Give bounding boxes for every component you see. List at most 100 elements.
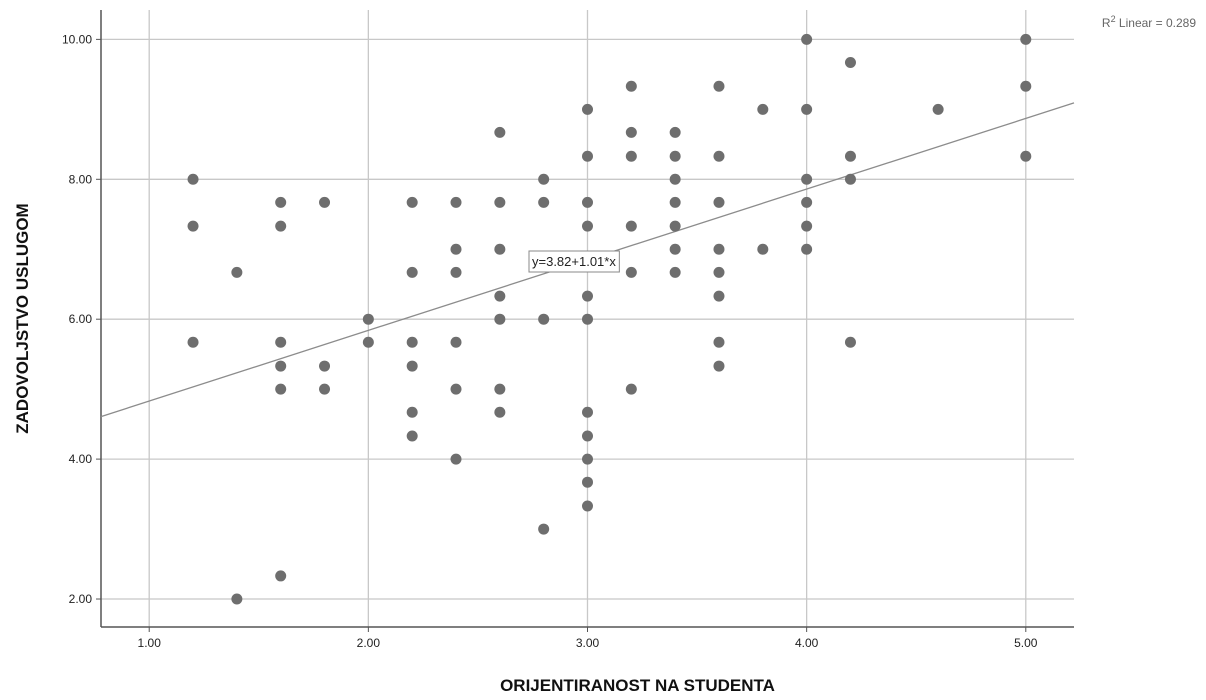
data-point	[757, 243, 769, 255]
data-point	[406, 266, 418, 278]
data-point	[669, 150, 681, 162]
data-point	[713, 243, 725, 255]
y-tick-label: 10.00	[62, 32, 92, 46]
data-point	[582, 406, 593, 418]
data-point	[844, 150, 856, 162]
data-point	[275, 220, 287, 232]
data-point	[713, 150, 725, 162]
data-point	[450, 196, 462, 208]
data-point	[1020, 80, 1032, 92]
data-point	[757, 103, 769, 115]
data-point	[450, 243, 462, 255]
data-point	[275, 336, 287, 348]
data-point	[582, 220, 593, 232]
data-point	[275, 360, 287, 372]
data-point	[582, 476, 593, 488]
data-point	[801, 33, 813, 45]
data-point	[494, 126, 506, 138]
fit-equation-box	[528, 250, 620, 273]
y-tick-labels: 2.00 4.00 6.00 8.00 10.00	[62, 32, 101, 606]
data-point	[319, 383, 331, 395]
x-tick-labels: 1.00 2.00 3.00 4.00 5.00	[138, 627, 1038, 650]
data-point	[625, 266, 637, 278]
data-point	[625, 150, 637, 162]
y-tick-label: 4.00	[69, 452, 93, 466]
data-point	[713, 290, 725, 302]
data-point	[187, 173, 199, 185]
y-tick-label: 8.00	[69, 172, 93, 186]
data-point	[582, 290, 593, 302]
data-point	[494, 313, 506, 325]
data-point	[625, 126, 637, 138]
x-axis-title: ORIJENTIRANOST NA STUDENTA	[500, 676, 775, 695]
data-point	[801, 243, 813, 255]
data-point	[362, 336, 374, 348]
data-point	[582, 150, 593, 162]
data-point	[669, 173, 681, 185]
x-tick-label: 4.00	[795, 636, 819, 650]
fit-equation-text: y=3.82+1.01*x	[532, 254, 616, 269]
x-tick-label: 1.00	[138, 636, 162, 650]
data-point	[494, 290, 506, 302]
data-point	[494, 196, 506, 208]
y-axis-title: ZADOVOLJSTVO USLUGOM	[13, 203, 32, 433]
x-tick-label: 2.00	[357, 636, 381, 650]
data-point	[844, 56, 856, 68]
fit-equation-label: y=3.82+1.01*x	[528, 250, 620, 273]
data-point	[494, 406, 506, 418]
data-point	[187, 220, 199, 232]
data-point	[713, 196, 725, 208]
data-point	[844, 336, 856, 348]
data-point	[231, 593, 243, 605]
y-tick-label: 2.00	[69, 592, 93, 606]
data-point	[1020, 150, 1032, 162]
data-point	[932, 103, 944, 115]
data-point	[319, 360, 331, 372]
data-point	[319, 196, 331, 208]
x-tick-label: 5.00	[1014, 636, 1038, 650]
data-point	[275, 570, 287, 582]
data-point	[582, 196, 593, 208]
data-point	[582, 500, 593, 512]
data-point	[275, 383, 287, 395]
data-point	[582, 103, 593, 115]
data-point	[669, 220, 681, 232]
data-point	[450, 383, 462, 395]
data-point	[669, 243, 681, 255]
r2-linear-label: R2 Linear = 0.289	[1102, 14, 1196, 30]
y-tick-label: 6.00	[69, 312, 93, 326]
data-point	[538, 196, 550, 208]
data-point	[187, 336, 199, 348]
data-point	[450, 453, 462, 465]
data-point	[538, 523, 550, 535]
data-point	[713, 336, 725, 348]
data-point	[669, 196, 681, 208]
data-point	[625, 220, 637, 232]
r2-suffix: Linear = 0.289	[1116, 16, 1197, 30]
data-point	[406, 430, 418, 442]
data-point	[669, 266, 681, 278]
data-point	[231, 266, 243, 278]
data-point	[406, 336, 418, 348]
data-point	[582, 313, 593, 325]
data-point	[713, 266, 725, 278]
data-point	[275, 196, 287, 208]
data-point	[582, 453, 593, 465]
data-point	[669, 126, 681, 138]
r2-superscript: 2	[1111, 14, 1116, 24]
data-point	[1020, 33, 1032, 45]
data-point	[844, 173, 856, 185]
data-point	[538, 313, 550, 325]
data-point	[406, 196, 418, 208]
data-point	[625, 80, 637, 92]
x-tick-label: 3.00	[576, 636, 600, 650]
data-point	[494, 383, 506, 395]
data-point	[406, 406, 418, 418]
data-point	[406, 360, 418, 372]
data-point	[538, 173, 550, 185]
data-point	[713, 80, 725, 92]
data-point	[801, 103, 813, 115]
data-points	[187, 33, 1032, 605]
data-point	[362, 313, 374, 325]
